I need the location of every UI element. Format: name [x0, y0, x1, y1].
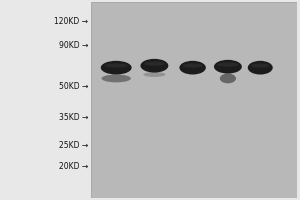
Ellipse shape — [101, 61, 132, 75]
Text: 120KD →: 120KD → — [54, 17, 88, 26]
Ellipse shape — [144, 62, 165, 66]
Ellipse shape — [248, 61, 273, 75]
Text: 50KD →: 50KD → — [59, 82, 88, 91]
Ellipse shape — [101, 75, 131, 82]
Ellipse shape — [218, 63, 239, 67]
Ellipse shape — [140, 59, 168, 73]
Ellipse shape — [220, 74, 236, 83]
Text: 25KD →: 25KD → — [59, 141, 88, 150]
Ellipse shape — [105, 64, 128, 68]
Ellipse shape — [251, 64, 270, 68]
Ellipse shape — [179, 61, 206, 75]
Text: 20KD →: 20KD → — [59, 162, 88, 171]
Bar — [91, 2, 297, 198]
Ellipse shape — [143, 72, 165, 77]
Text: 90KD →: 90KD → — [59, 41, 88, 50]
Ellipse shape — [183, 64, 202, 68]
Text: 35KD →: 35KD → — [59, 113, 88, 122]
Ellipse shape — [214, 60, 242, 74]
